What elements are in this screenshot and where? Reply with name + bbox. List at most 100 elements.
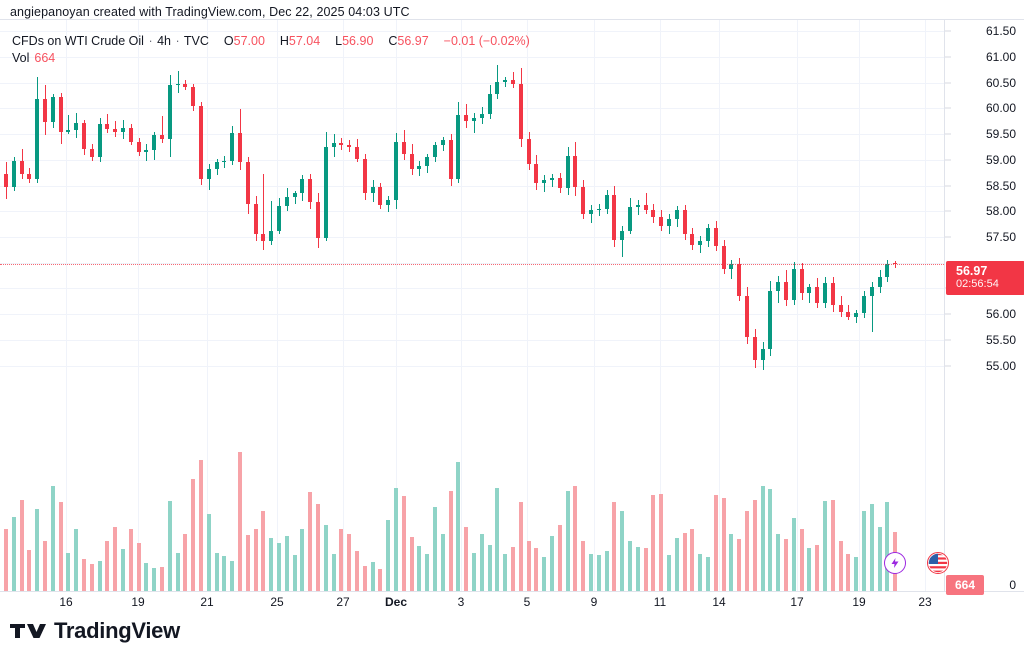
- candle-body: [402, 141, 406, 154]
- volume-bar: [573, 486, 577, 591]
- candle-body: [199, 105, 203, 180]
- us-flag-icon[interactable]: [927, 552, 949, 574]
- price-tick-label: 60.00: [985, 101, 1016, 116]
- candle-body: [846, 311, 850, 317]
- candle-body: [417, 166, 421, 170]
- time-tick-label: Dec: [384, 595, 408, 609]
- candle-body: [176, 83, 180, 86]
- price-tick-dash: [945, 210, 951, 212]
- candle-body: [144, 149, 148, 153]
- candle-body: [839, 304, 843, 312]
- volume-bar: [199, 459, 203, 591]
- candle-body: [698, 241, 702, 245]
- volume-bar: [862, 511, 866, 591]
- candle-wick: [162, 116, 163, 144]
- volume-bar: [433, 506, 437, 591]
- volume-bar: [35, 509, 39, 591]
- candle-body: [449, 140, 453, 180]
- volume-bar: [207, 513, 211, 591]
- candle-body: [542, 180, 546, 184]
- volume-bar: [846, 553, 850, 591]
- volume-bar: [597, 555, 601, 591]
- vertical-gridline: [797, 20, 798, 591]
- candle-body: [363, 158, 367, 194]
- time-axis[interactable]: 16 19 21 25 27 Dec 3 5 9 11 14 17 19 23: [0, 591, 1024, 611]
- volume-bar: [885, 502, 889, 591]
- candle-body: [722, 246, 726, 269]
- candle-body: [316, 202, 320, 239]
- candle-body: [293, 193, 297, 197]
- flash-icon[interactable]: [884, 552, 906, 574]
- candle-body: [129, 128, 133, 142]
- volume-bar: [464, 527, 468, 591]
- candle-body: [20, 161, 24, 175]
- volume-bar: [191, 479, 195, 591]
- candle-body: [729, 263, 733, 269]
- candle-body: [503, 80, 507, 82]
- volume-bar: [714, 495, 718, 591]
- time-tick-label: 9: [590, 595, 598, 609]
- candle-body: [441, 140, 445, 146]
- candle-body: [659, 217, 663, 226]
- candle-body: [59, 97, 63, 132]
- candle-body: [784, 282, 788, 300]
- volume-bar: [20, 499, 24, 591]
- vertical-gridline: [527, 20, 528, 591]
- volume-bar: [441, 534, 445, 591]
- candle-body: [870, 287, 874, 297]
- volume-bar: [659, 494, 663, 591]
- volume-bar: [823, 501, 827, 591]
- volume-bar: [222, 556, 226, 591]
- time-tick-label: 21: [200, 595, 214, 609]
- candle-wick: [107, 113, 108, 134]
- candle-body: [347, 145, 351, 148]
- volume-bar: [761, 486, 765, 591]
- volume-bar: [768, 488, 772, 591]
- volume-bar: [308, 491, 312, 591]
- candle-body: [285, 196, 289, 207]
- candle-body: [183, 83, 187, 87]
- volume-bar: [417, 545, 421, 591]
- candle-body: [854, 313, 858, 317]
- candle-body: [581, 186, 585, 214]
- candle-body: [628, 207, 632, 231]
- volume-bar: [410, 536, 414, 591]
- price-tick-dash: [945, 236, 951, 238]
- volume-bar: [129, 528, 133, 591]
- candle-body: [683, 210, 687, 235]
- volume-bar: [339, 528, 343, 591]
- candle-body: [433, 145, 437, 158]
- volume-bar: [612, 502, 616, 591]
- volume-bar: [667, 555, 671, 591]
- volume-bar: [581, 541, 585, 591]
- chart-pane[interactable]: [0, 20, 944, 591]
- candle-body: [511, 80, 515, 84]
- candle-body: [612, 194, 616, 240]
- horizontal-gridline: [0, 108, 944, 110]
- candle-body: [339, 143, 343, 146]
- volume-bar: [776, 534, 780, 591]
- volume-bar: [269, 537, 273, 591]
- horizontal-gridline: [0, 237, 944, 239]
- volume-bar: [246, 535, 250, 591]
- candle-body: [534, 164, 538, 184]
- volume-bar: [527, 541, 531, 591]
- candle-body: [558, 177, 562, 189]
- volume-bar: [690, 528, 694, 591]
- candle-wick: [474, 112, 475, 134]
- volume-bar: [815, 544, 819, 591]
- price-tick-dash: [945, 313, 951, 315]
- price-axis[interactable]: 56.97 02:56:54 0 664 61.50 61.00 60.50 60.0…: [944, 20, 1024, 595]
- candle-body: [761, 349, 765, 361]
- horizontal-gridline: [0, 211, 944, 213]
- candle-body: [893, 262, 897, 265]
- volume-bar: [495, 487, 499, 591]
- horizontal-gridline: [0, 159, 944, 161]
- candle-body: [527, 139, 531, 164]
- horizontal-gridline: [0, 31, 944, 33]
- candle-wick: [622, 225, 623, 257]
- vertical-gridline: [660, 20, 661, 591]
- volume-bar: [355, 551, 359, 591]
- volume-badge[interactable]: 664: [946, 575, 985, 595]
- last-price-badge[interactable]: 56.97 02:56:54: [946, 261, 1024, 296]
